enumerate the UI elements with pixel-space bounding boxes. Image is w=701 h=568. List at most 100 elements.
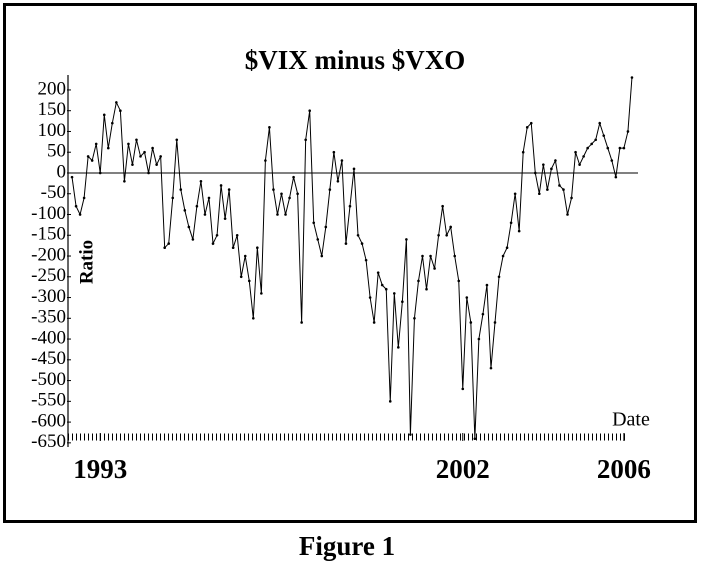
data-point (167, 242, 171, 245)
data-point (328, 188, 332, 191)
data-point (372, 321, 376, 324)
y-tick-label: 150 (38, 99, 67, 120)
data-point (336, 179, 340, 183)
data-point (465, 296, 469, 299)
data-point (147, 171, 150, 175)
y-tick-label: 200 (38, 78, 67, 99)
data-point (364, 258, 368, 262)
data-point (102, 113, 106, 117)
data-point (380, 283, 384, 287)
data-point (111, 121, 114, 125)
data-point (517, 229, 521, 233)
data-point (356, 233, 360, 237)
data-point (497, 275, 501, 279)
y-tick-label: -650 (31, 431, 66, 452)
data-point (489, 366, 493, 370)
data-point (566, 213, 569, 216)
data-point (131, 163, 134, 166)
data-point (546, 188, 549, 191)
data-point (340, 159, 344, 162)
data-point (86, 155, 90, 158)
data-point (538, 192, 541, 196)
data-point (360, 242, 364, 245)
data-point (521, 150, 525, 154)
data-point (610, 159, 614, 162)
data-point (618, 146, 622, 150)
data-point (582, 155, 585, 158)
data-point (509, 221, 513, 225)
data-point (260, 292, 263, 295)
data-point (292, 175, 295, 179)
data-point (223, 217, 227, 220)
data-point (513, 192, 517, 196)
data-point (187, 225, 191, 229)
data-point (397, 346, 400, 349)
y-tick-label: -550 (31, 390, 66, 411)
data-point (332, 150, 336, 154)
y-tick-label: -150 (31, 224, 66, 245)
data-line (71, 77, 633, 439)
data-point (316, 238, 320, 241)
data-point (183, 209, 187, 212)
data-point (469, 321, 473, 324)
data-point (163, 246, 166, 250)
data-point (501, 254, 505, 258)
data-point (433, 267, 436, 270)
data-point (594, 138, 598, 142)
data-point (421, 254, 424, 258)
data-point (252, 316, 255, 320)
y-tick-label: -450 (31, 348, 66, 369)
data-point (312, 221, 316, 225)
data-point (288, 196, 291, 200)
data-point (320, 254, 324, 258)
data-point (280, 192, 283, 196)
data-point (429, 254, 432, 258)
data-point (348, 204, 352, 208)
data-point (215, 233, 219, 237)
data-point (622, 146, 626, 150)
data-point (413, 316, 416, 320)
data-point (324, 225, 328, 229)
data-point (533, 171, 537, 175)
data-point (304, 138, 307, 142)
data-point (231, 246, 235, 250)
data-point (570, 196, 573, 200)
data-point (300, 321, 303, 324)
data-point (525, 126, 529, 129)
data-point (449, 225, 452, 229)
data-point (368, 296, 372, 299)
y-tick-label: -400 (31, 327, 66, 348)
y-tick-label: -350 (31, 307, 66, 328)
data-point (437, 233, 440, 237)
data-point (191, 238, 195, 241)
y-tick-label: 50 (47, 141, 66, 162)
data-point (199, 179, 203, 183)
data-point (477, 337, 481, 341)
data-point (296, 192, 299, 196)
y-axis-label: Ratio (76, 240, 97, 284)
data-point (308, 109, 311, 113)
data-point (529, 121, 533, 125)
chart-frame (3, 3, 697, 523)
data-point (139, 155, 142, 158)
data-point (441, 204, 444, 208)
data-point (453, 254, 457, 258)
data-point (409, 433, 412, 436)
data-point (481, 312, 485, 316)
y-tick-label: -300 (31, 286, 66, 307)
data-point (211, 242, 215, 245)
data-point (159, 155, 162, 158)
data-point (268, 126, 271, 129)
data-point (578, 163, 581, 166)
data-point (493, 321, 497, 324)
data-point (207, 196, 211, 200)
data-point (352, 167, 356, 171)
data-point (123, 179, 126, 183)
y-tick-label: -500 (31, 369, 66, 390)
data-point (119, 109, 122, 113)
data-point (171, 196, 175, 200)
y-tick-label: -50 (41, 182, 66, 203)
data-point (606, 146, 610, 150)
data-point (90, 159, 94, 162)
data-point (78, 213, 82, 216)
